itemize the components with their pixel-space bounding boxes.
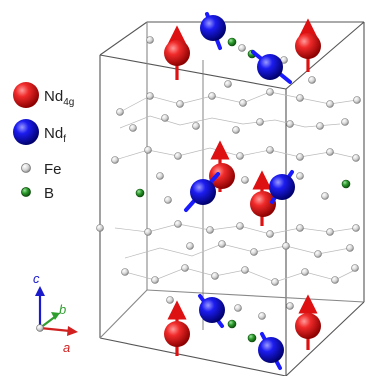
- c-axis-label: c: [33, 271, 40, 286]
- legend-label-fe: Fe: [44, 161, 62, 178]
- axes-triad: c b a: [33, 271, 78, 355]
- legend: Nd4g Ndf Fe B: [13, 82, 74, 202]
- nd4g-swatch: [13, 82, 39, 108]
- ndf-atoms: [184, 12, 295, 370]
- nd4g-atoms: [164, 18, 321, 356]
- legend-item-b: B: [21, 185, 54, 202]
- b-axis-label: b: [59, 302, 66, 317]
- legend-label-ndf: Ndf: [44, 125, 66, 145]
- ndf-swatch: [13, 119, 39, 145]
- b-atoms: [135, 37, 351, 343]
- legend-label-b: B: [44, 185, 54, 202]
- fe-swatch: [21, 163, 31, 173]
- legend-item-fe: Fe: [21, 161, 62, 178]
- a-axis-label: a: [63, 340, 70, 355]
- legend-label-nd4g: Nd4g: [44, 88, 74, 108]
- legend-item-ndf: Ndf: [13, 119, 66, 145]
- legend-item-nd4g: Nd4g: [13, 82, 74, 108]
- a-axis-arrow: [39, 326, 71, 333]
- b-swatch: [21, 187, 31, 197]
